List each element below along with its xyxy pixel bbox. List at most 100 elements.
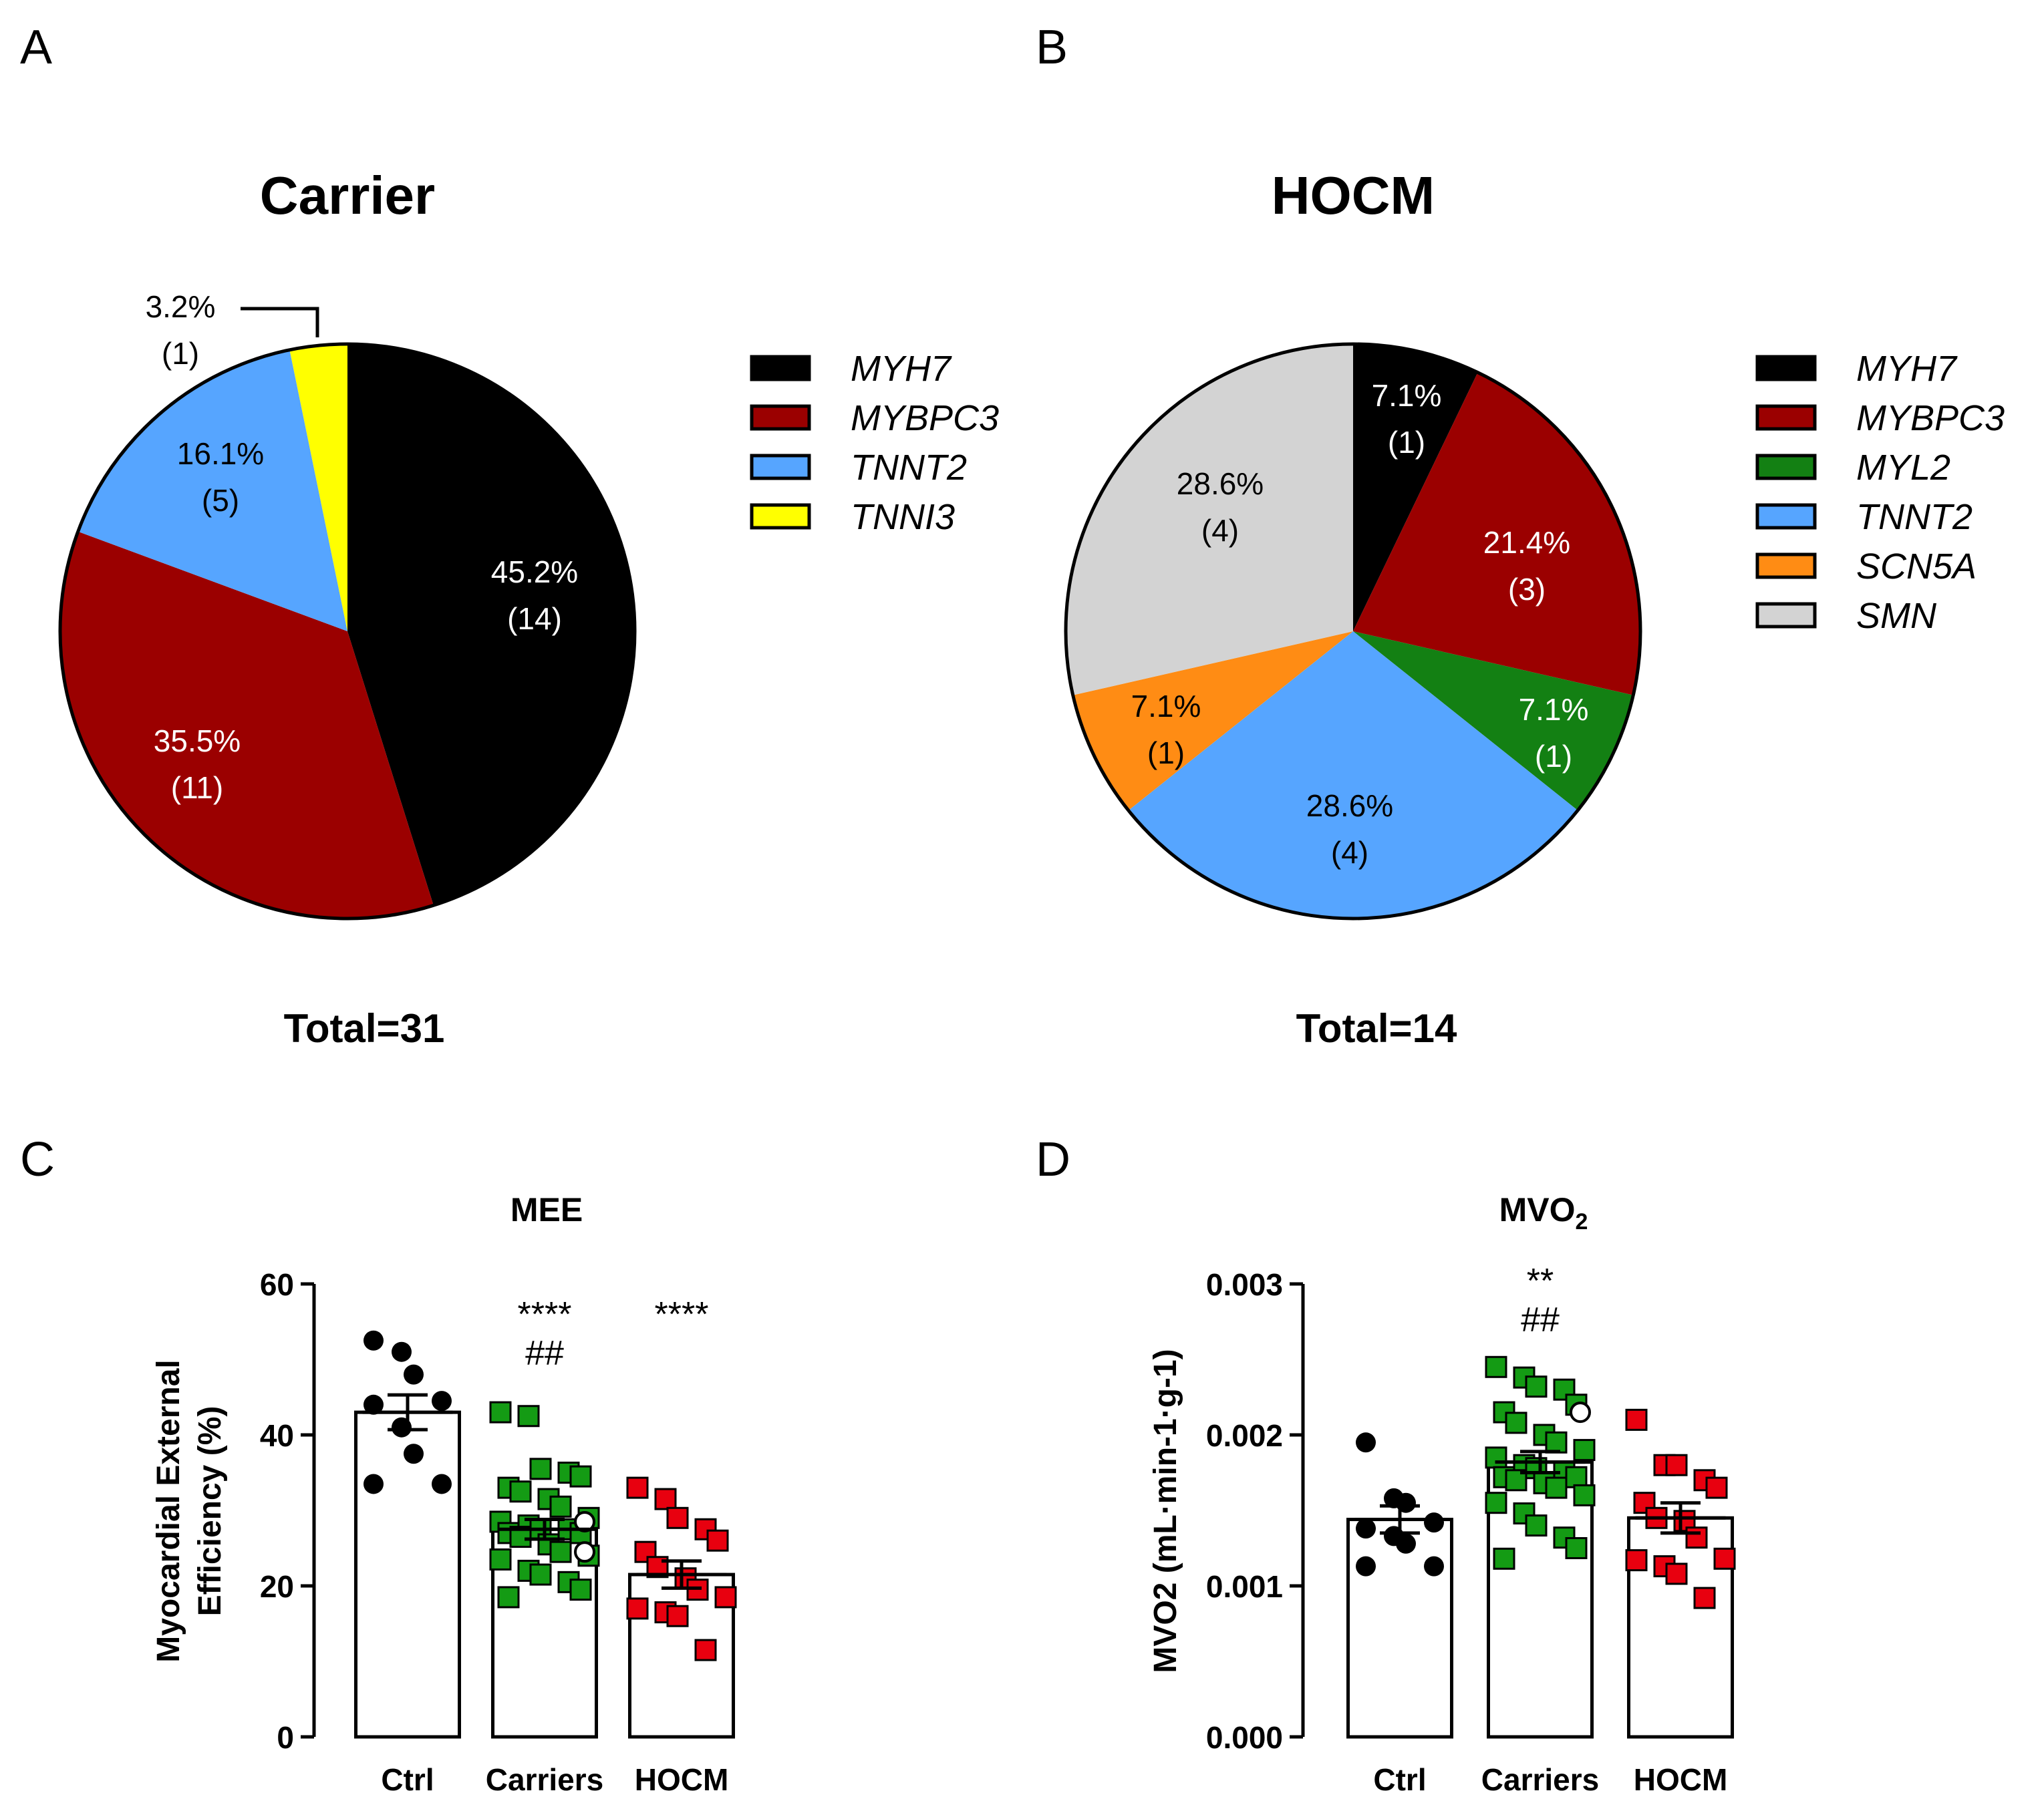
total-label: Total=14 bbox=[1296, 1006, 1457, 1051]
significance-annotation: **** bbox=[655, 1295, 709, 1334]
outlier-point-carriers bbox=[574, 1541, 595, 1563]
panel-letter-a: A bbox=[20, 21, 52, 74]
pie-slice-tnni3 bbox=[289, 344, 347, 631]
pie-percent-label: 16.1% bbox=[177, 436, 264, 471]
x-category-label-ctrl: Ctrl bbox=[1373, 1762, 1426, 1797]
legend-swatch-mybpc3 bbox=[750, 404, 811, 431]
pie-count-label: (5) bbox=[202, 483, 239, 518]
outlier-point-carriers bbox=[1570, 1402, 1591, 1424]
data-point-ctrl bbox=[363, 1394, 384, 1415]
panel-b-hocm-pie: HOCM 7.1% (1) 21.4% (3) 7.1% (1) 28.6% (4) 7.1% (1… bbox=[1064, 166, 2005, 1051]
data-point-hocm bbox=[1693, 1587, 1716, 1609]
pie-percent-label: 7.1% bbox=[1519, 692, 1589, 727]
data-point-hocm bbox=[1713, 1547, 1736, 1570]
data-point-hocm bbox=[626, 1597, 649, 1620]
data-point-carriers bbox=[1565, 1537, 1588, 1559]
data-point-hocm bbox=[666, 1605, 689, 1627]
data-point-ctrl bbox=[363, 1474, 384, 1494]
data-point-carriers bbox=[1493, 1547, 1515, 1570]
data-point-hocm bbox=[654, 1488, 677, 1510]
data-point-ctrl bbox=[392, 1341, 412, 1362]
pie-count-label: (4) bbox=[1201, 513, 1239, 548]
legend-swatch-scn5a bbox=[1755, 552, 1817, 579]
pie-slice-mybpc3 bbox=[60, 531, 434, 919]
significance-annotation: ** bbox=[1527, 1262, 1554, 1301]
pie-percent-label: 35.5% bbox=[154, 723, 241, 758]
data-point-hocm bbox=[1625, 1408, 1648, 1431]
bar-ctrl bbox=[1346, 1518, 1453, 1739]
legend-swatch-tnni3 bbox=[750, 503, 811, 530]
data-point-carriers bbox=[1485, 1492, 1507, 1514]
pie-outline bbox=[58, 342, 637, 921]
legend-label-mybpc3: MYBPC3 bbox=[1856, 398, 2005, 438]
pie-percent-label: 21.4% bbox=[1483, 525, 1570, 560]
legend-label-myh7: MYH7 bbox=[1856, 349, 1958, 389]
y-tick-label: 0.003 bbox=[1206, 1267, 1283, 1302]
pie-count-label: (14) bbox=[507, 601, 562, 636]
y-axis-label-line: Efficiency (%) bbox=[192, 1406, 228, 1617]
x-category-label-ctrl: Ctrl bbox=[381, 1762, 434, 1797]
data-point-hocm bbox=[1685, 1526, 1708, 1549]
data-point-ctrl bbox=[1356, 1432, 1376, 1453]
data-point-hocm bbox=[626, 1476, 649, 1499]
data-point-ctrl bbox=[1356, 1518, 1376, 1539]
pie-count-label: (1) bbox=[1388, 425, 1425, 460]
pie-percent-label: 7.1% bbox=[1372, 378, 1442, 413]
data-point-carriers bbox=[1573, 1439, 1596, 1462]
data-point-hocm bbox=[1665, 1563, 1688, 1585]
x-category-label-carriers: Carriers bbox=[486, 1762, 603, 1797]
data-point-ctrl bbox=[1356, 1556, 1376, 1577]
legend-label-mybpc3: MYBPC3 bbox=[851, 398, 999, 438]
data-point-carriers bbox=[1545, 1431, 1568, 1454]
data-point-hocm bbox=[666, 1506, 689, 1529]
data-point-hocm bbox=[694, 1639, 717, 1661]
y-tick-label: 20 bbox=[260, 1569, 294, 1604]
data-point-carriers bbox=[549, 1540, 572, 1563]
data-point-carriers bbox=[1485, 1355, 1507, 1378]
data-point-carriers bbox=[1573, 1484, 1596, 1506]
data-point-carriers bbox=[529, 1563, 552, 1586]
pie-slice-myl2 bbox=[1353, 631, 1634, 811]
panel-letter-b: B bbox=[1036, 21, 1068, 74]
data-point-hocm bbox=[1705, 1476, 1728, 1499]
data-point-carriers bbox=[489, 1548, 512, 1571]
y-tick-label: 0.000 bbox=[1206, 1720, 1283, 1755]
pie-percent-label: 3.2% bbox=[146, 289, 216, 324]
title-main: MVO bbox=[1499, 1191, 1576, 1228]
panel-letter-d: D bbox=[1036, 1133, 1070, 1186]
data-point-carriers bbox=[1545, 1476, 1568, 1499]
pie-count-label: (3) bbox=[1508, 572, 1546, 607]
pie-slice-mybpc3 bbox=[1353, 372, 1641, 695]
data-point-carriers bbox=[1525, 1514, 1548, 1537]
data-point-ctrl bbox=[432, 1474, 452, 1494]
y-tick-label: 60 bbox=[260, 1267, 294, 1302]
data-point-ctrl bbox=[404, 1364, 424, 1385]
legend-label-tnnt2: TNNT2 bbox=[851, 448, 967, 488]
total-label: Total=31 bbox=[284, 1006, 445, 1051]
data-point-hocm bbox=[714, 1586, 737, 1609]
legend-swatch-tnnt2 bbox=[750, 454, 811, 480]
significance-annotation: ## bbox=[525, 1334, 564, 1373]
data-point-hocm bbox=[1625, 1549, 1648, 1572]
outlier-point-carriers bbox=[574, 1510, 595, 1532]
legend-label-myl2: MYL2 bbox=[1856, 448, 1950, 488]
data-point-carriers bbox=[569, 1579, 592, 1601]
data-point-carriers bbox=[517, 1405, 540, 1428]
pie-percent-label: 28.6% bbox=[1177, 466, 1264, 501]
title-subscript: 2 bbox=[1575, 1209, 1588, 1235]
pie-count-label: (1) bbox=[162, 336, 199, 371]
y-tick-label: 0 bbox=[277, 1720, 294, 1755]
x-category-label-carriers: Carriers bbox=[1481, 1762, 1599, 1797]
legend-swatch-smn bbox=[1755, 602, 1817, 629]
panel-letter-c: C bbox=[20, 1133, 55, 1186]
y-tick-label: 0.001 bbox=[1206, 1569, 1283, 1604]
legend-label-myh7: MYH7 bbox=[851, 349, 952, 389]
x-category-label-hocm: HOCM bbox=[635, 1762, 729, 1797]
y-axis-label: MVO2 (mL·min-1·g-1) bbox=[1148, 1349, 1183, 1673]
panel-c-mee-bar: MEE 0 20 40 60 Myocardial External Efficiency … bbox=[151, 1191, 737, 1797]
bar-chart-title: MVO2 bbox=[1499, 1191, 1588, 1235]
pie-title: Carrier bbox=[260, 166, 435, 225]
pie-slice-tnnt2 bbox=[1128, 631, 1578, 919]
pie-title: HOCM bbox=[1272, 166, 1435, 225]
